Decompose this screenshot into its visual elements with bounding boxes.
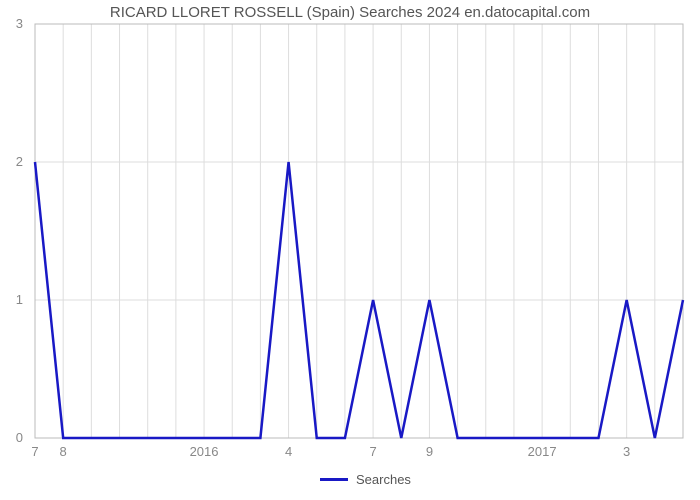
chart-container: RICARD LLORET ROSSELL (Spain) Searches 2…: [0, 0, 700, 500]
x-tick-label: 3: [623, 444, 630, 459]
x-tick-label: 2016: [190, 444, 219, 459]
x-tick-label: 4: [285, 444, 292, 459]
x-tick-label: 9: [426, 444, 433, 459]
y-tick-label: 2: [16, 154, 23, 169]
plot-border: [35, 24, 683, 438]
legend-label: Searches: [356, 472, 411, 487]
x-tick-label: 2017: [528, 444, 557, 459]
x-tick-label: 7: [31, 444, 38, 459]
y-tick-label: 3: [16, 16, 23, 31]
x-tick-label: 8: [60, 444, 67, 459]
legend-swatch: [320, 478, 348, 481]
y-tick-label: 1: [16, 292, 23, 307]
x-tick-label: 7: [369, 444, 376, 459]
legend: Searches: [320, 472, 411, 487]
y-tick-label: 0: [16, 430, 23, 445]
chart-plot: 0123782016479201736: [0, 0, 700, 500]
